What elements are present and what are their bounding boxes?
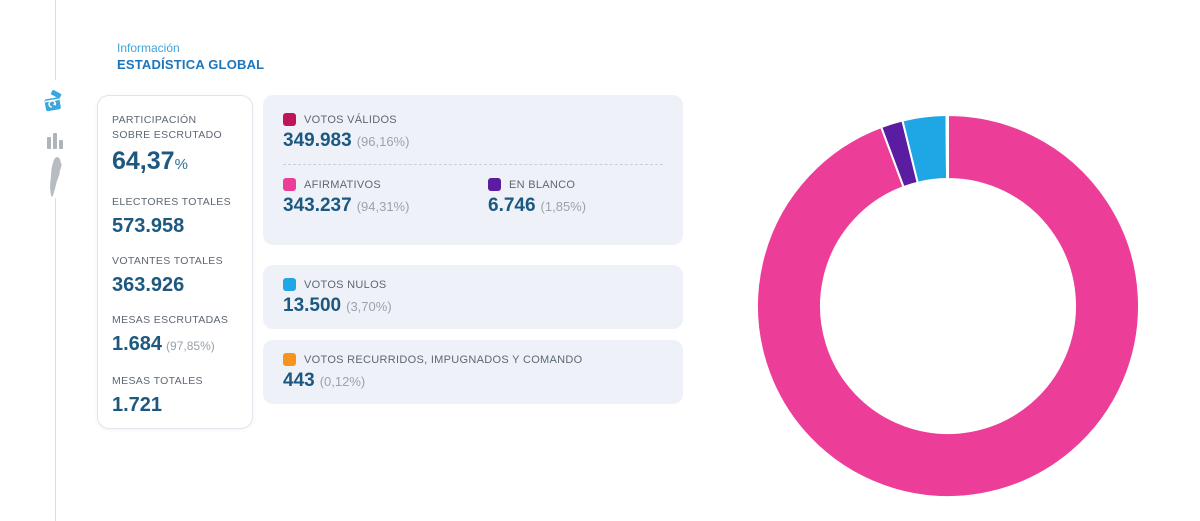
stat-value: 1.721 <box>112 394 163 416</box>
rail-line-top <box>55 0 56 80</box>
contested-votes-panel: VOTOS RECURRIDOS, IMPUGNADOS Y COMANDO 4… <box>263 340 683 404</box>
valid-votes-panel: VOTOS VÁLIDOS 349.983 (96,16%) AFIRMATIVO… <box>263 95 683 245</box>
afirmativos-swatch <box>283 178 296 191</box>
stat-note: (97,85%) <box>166 339 215 353</box>
votos-recurridos-label: VOTOS RECURRIDOS, IMPUGNADOS Y COMANDO <box>304 353 583 366</box>
votos-validos-row: VOTOS VÁLIDOS 349.983 (96,16%) <box>283 113 663 152</box>
page-title: ESTADÍSTICA GLOBAL <box>117 57 265 72</box>
stat-label: ELECTORES TOTALES <box>112 196 231 208</box>
donut-segment-votos-recurridos-impugnados-y-comando[interactable] <box>945 114 949 180</box>
page-header: Información ESTADÍSTICA GLOBAL <box>117 41 264 73</box>
votos-recurridos-swatch <box>283 353 296 366</box>
stat-votantes: VOTANTES TOTALES 363.926 <box>112 254 238 298</box>
votos-nulos-label-row: VOTOS NULOS <box>283 278 663 291</box>
value-percent: (94,31%) <box>356 199 410 214</box>
votos-nulos-value: 13.500 (3,70%) <box>283 295 663 317</box>
value-number: 443 <box>283 370 315 391</box>
stat-mesas-totales: MESAS TOTALES 1.721 <box>112 374 238 418</box>
ballot-box-icon[interactable] <box>42 87 68 120</box>
value-number: 6.746 <box>488 195 536 216</box>
donut-chart[interactable] <box>748 106 1148 506</box>
votos-nulos-label: VOTOS NULOS <box>304 278 387 291</box>
stat-suffix: % <box>174 156 188 173</box>
votos-recurridos-label-row: VOTOS RECURRIDOS, IMPUGNADOS Y COMANDO <box>283 353 663 366</box>
value-number: 13.500 <box>283 295 342 316</box>
value-percent: (96,16%) <box>356 134 410 149</box>
value-percent: (1,85%) <box>540 199 587 214</box>
null-votes-panel: VOTOS NULOS 13.500 (3,70%) <box>263 265 683 329</box>
stat-electores: ELECTORES TOTALES 573.958 <box>112 195 238 239</box>
en-blanco-swatch <box>488 178 501 191</box>
donut-segment-afirmativos[interactable] <box>756 114 1140 498</box>
valid-breakdown-row: AFIRMATIVOS 343.237 (94,31%) EN BLANCO 6.… <box>283 178 663 217</box>
summary-panel: PARTICIPACIÓN SOBRE ESCRUTADO 64,37% ELE… <box>97 95 253 429</box>
afirmativos-value: 343.237 (94,31%) <box>283 195 488 217</box>
value-number: 343.237 <box>283 195 352 216</box>
stat-label: PARTICIPACIÓN SOBRE ESCRUTADO <box>112 114 223 141</box>
stat-label: MESAS TOTALES <box>112 375 203 387</box>
stat-label: VOTANTES TOTALES <box>112 255 224 267</box>
stat-value: 64,37% <box>112 146 238 180</box>
afirmativos-label-row: AFIRMATIVOS <box>283 178 488 191</box>
stat-value: 573.958 <box>112 215 185 237</box>
en-blanco-block: EN BLANCO 6.746 (1,85%) <box>488 178 663 217</box>
stat-participacion: PARTICIPACIÓN SOBRE ESCRUTADO 64,37% <box>112 113 238 180</box>
en-blanco-label: EN BLANCO <box>509 178 576 191</box>
stat-value: 363.926 <box>112 274 185 296</box>
en-blanco-value: 6.746 (1,85%) <box>488 195 663 217</box>
afirmativos-label: AFIRMATIVOS <box>304 178 382 191</box>
header-subtitle: Información <box>117 41 180 55</box>
rail-line-bottom <box>55 198 56 521</box>
votos-nulos-swatch <box>283 278 296 291</box>
votos-validos-label: VOTOS VÁLIDOS <box>304 113 397 126</box>
votos-validos-label-row: VOTOS VÁLIDOS <box>283 113 663 126</box>
stat-label: MESAS ESCRUTADAS <box>112 314 229 326</box>
votos-recurridos-value: 443 (0,12%) <box>283 370 663 392</box>
afirmativos-block: AFIRMATIVOS 343.237 (94,31%) <box>283 178 488 217</box>
bar-chart-icon[interactable] <box>46 130 65 155</box>
votos-validos-swatch <box>283 113 296 126</box>
value-percent: (3,70%) <box>346 299 392 314</box>
en-blanco-label-row: EN BLANCO <box>488 178 663 191</box>
votos-validos-value: 349.983 (96,16%) <box>283 130 663 152</box>
argentina-map-icon[interactable] <box>48 157 63 202</box>
stat-number: 1.684 <box>112 333 163 355</box>
stat-mesas-escrutadas: MESAS ESCRUTADAS 1.684 (97,85%) <box>112 313 238 359</box>
value-number: 349.983 <box>283 130 352 151</box>
value-percent: (0,12%) <box>319 374 366 389</box>
dashed-divider <box>283 164 663 165</box>
stat-number: 64,37 <box>112 147 175 175</box>
stat-value: 1.684 (97,85%) <box>112 331 238 359</box>
donut-chart-svg[interactable] <box>748 106 1148 506</box>
